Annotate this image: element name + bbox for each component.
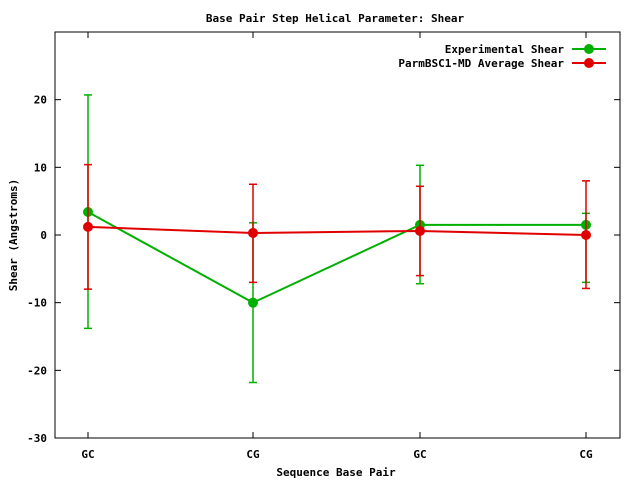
y-axis-label: Shear (Angstroms) bbox=[7, 179, 20, 292]
y-tick-label: 10 bbox=[34, 161, 47, 174]
x-axis-label: Sequence Base Pair bbox=[276, 466, 396, 479]
y-tick-label: -10 bbox=[27, 297, 47, 310]
y-tick-label: 0 bbox=[40, 229, 47, 242]
data-point bbox=[415, 225, 425, 236]
series-line bbox=[87, 225, 587, 236]
y-tick-label: -20 bbox=[27, 364, 47, 377]
y-axis: -30 -20 -10 0 10 20 bbox=[27, 94, 620, 445]
series-parmbsc1-md-average-shear bbox=[83, 163, 591, 290]
data-point bbox=[83, 221, 93, 232]
plot-frame bbox=[54, 31, 621, 439]
data-point bbox=[248, 297, 258, 308]
legend-marker bbox=[584, 58, 594, 68]
x-tick-label: CG bbox=[246, 448, 260, 461]
legend-label: ParmBSC1-MD Average Shear bbox=[398, 57, 564, 70]
x-tick-label: GC bbox=[81, 448, 94, 461]
data-point bbox=[248, 227, 258, 238]
y-tick-label: 20 bbox=[34, 94, 47, 107]
chart-title: Base Pair Step Helical Parameter: Shear bbox=[206, 12, 465, 25]
legend-label: Experimental Shear bbox=[445, 43, 565, 56]
legend-marker bbox=[584, 44, 594, 54]
x-tick-label: CG bbox=[579, 448, 593, 461]
series-line bbox=[87, 211, 586, 304]
y-tick-label: -30 bbox=[27, 432, 47, 445]
x-axis: GC CG GC CG bbox=[81, 32, 593, 461]
data-point bbox=[581, 230, 591, 240]
x-tick-label: GC bbox=[413, 448, 426, 461]
series-experimental-shear bbox=[83, 94, 591, 384]
series-layer bbox=[83, 94, 591, 384]
